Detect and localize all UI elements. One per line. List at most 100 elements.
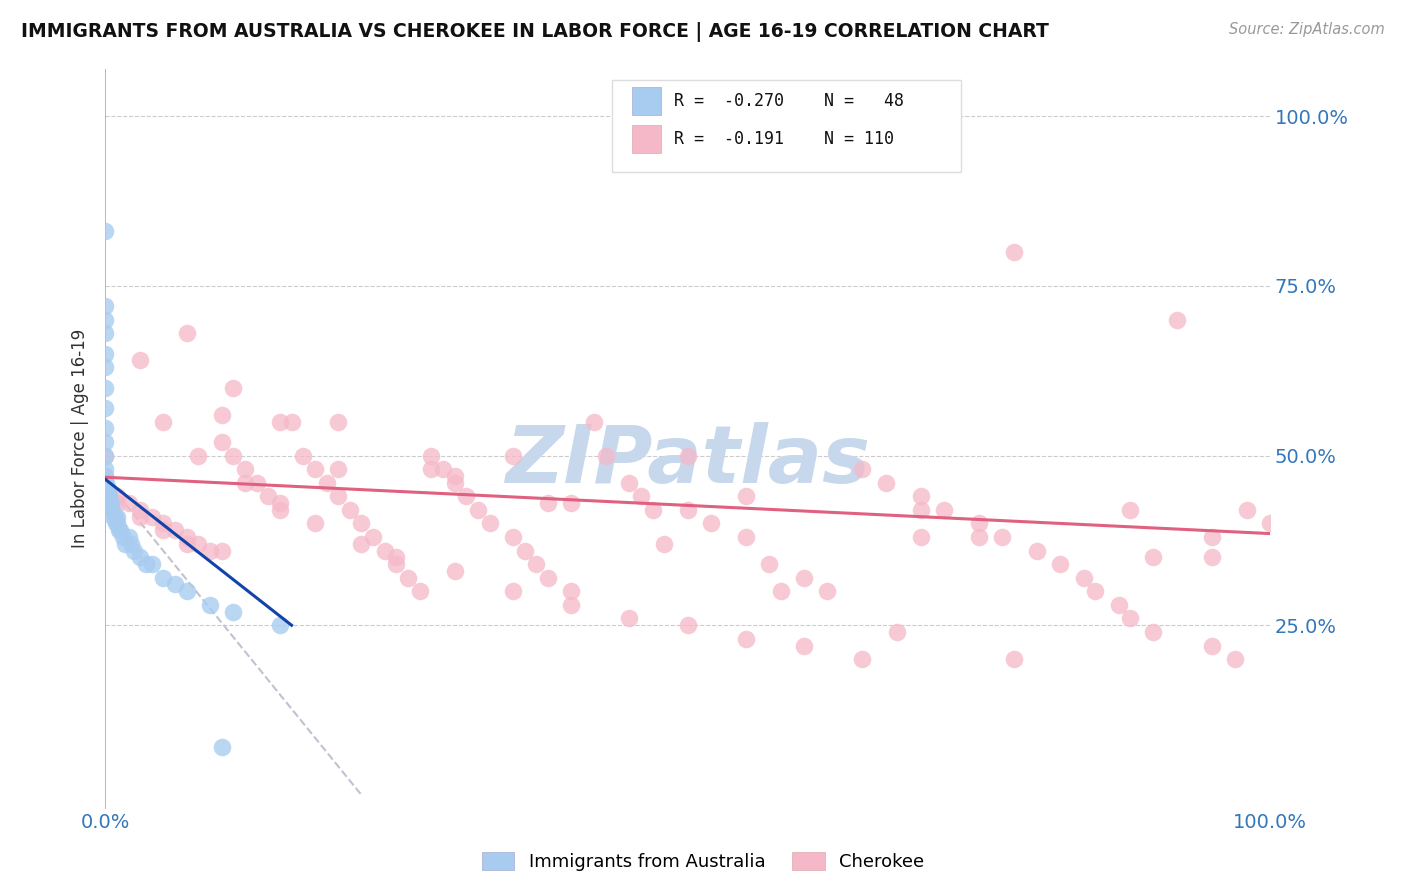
Point (502, 449, 524, 463)
Point (269, 503, 291, 517)
Point (1201, 550, 1223, 565)
Point (187, 537, 209, 551)
Point (910, 489, 932, 503)
Point (117, 496, 139, 510)
Point (103, 509, 125, 524)
Point (96, 483, 118, 497)
Point (129, 550, 152, 565)
Point (94, 475, 117, 490)
FancyBboxPatch shape (612, 79, 962, 172)
Point (443, 468, 465, 483)
Point (120, 537, 142, 551)
Point (769, 584, 792, 599)
Point (967, 530, 990, 544)
Point (619, 475, 641, 490)
Point (129, 509, 152, 524)
Point (619, 611, 641, 625)
Point (269, 496, 291, 510)
Point (676, 503, 699, 517)
Point (1073, 571, 1095, 585)
Point (315, 475, 337, 490)
Point (176, 537, 198, 551)
Point (103, 509, 125, 524)
Point (537, 496, 560, 510)
Point (108, 523, 131, 537)
Point (1049, 557, 1071, 571)
Point (734, 632, 756, 646)
Point (269, 618, 291, 632)
Point (350, 537, 373, 551)
Point (176, 584, 198, 599)
Point (222, 381, 245, 395)
Point (233, 475, 256, 490)
Point (420, 462, 443, 476)
Point (1002, 652, 1025, 666)
Point (104, 516, 127, 531)
FancyBboxPatch shape (631, 125, 661, 153)
Point (1142, 550, 1164, 565)
Point (1119, 611, 1142, 625)
Point (94, 449, 117, 463)
Point (94, 434, 117, 449)
Point (198, 598, 221, 612)
Point (257, 489, 280, 503)
Point (269, 415, 291, 429)
Point (734, 489, 756, 503)
Point (1201, 639, 1223, 653)
Point (304, 516, 326, 531)
Point (101, 503, 124, 517)
Point (94, 360, 117, 375)
Point (560, 598, 582, 612)
Point (98, 503, 121, 517)
Point (339, 503, 361, 517)
Point (875, 475, 897, 490)
Point (129, 353, 152, 368)
Point (409, 584, 432, 599)
Point (110, 523, 132, 537)
Point (734, 530, 756, 544)
Point (97, 496, 120, 510)
Point (211, 543, 233, 558)
Point (361, 530, 384, 544)
Point (97, 489, 120, 503)
Point (524, 557, 547, 571)
Point (246, 475, 269, 490)
Point (1223, 652, 1246, 666)
Point (141, 509, 163, 524)
Point (152, 415, 174, 429)
Point (1084, 584, 1107, 599)
Point (114, 537, 136, 551)
Point (478, 516, 501, 531)
Point (641, 503, 664, 517)
Point (652, 537, 675, 551)
Point (198, 543, 221, 558)
Point (967, 516, 990, 531)
Point (105, 489, 128, 503)
Point (152, 516, 174, 531)
Point (1026, 543, 1049, 558)
Point (328, 489, 350, 503)
Point (165, 523, 187, 537)
Point (537, 571, 560, 585)
Point (793, 639, 815, 653)
Point (630, 489, 652, 503)
Point (233, 462, 256, 476)
Point (1201, 530, 1223, 544)
Point (94, 312, 117, 326)
Point (94, 421, 117, 435)
Text: IMMIGRANTS FROM AUSTRALIA VS CHEROKEE IN LABOR FORCE | AGE 16-19 CORRELATION CHA: IMMIGRANTS FROM AUSTRALIA VS CHEROKEE IN… (21, 22, 1049, 42)
Point (141, 557, 163, 571)
Point (432, 462, 454, 476)
Point (1108, 598, 1130, 612)
Point (111, 530, 134, 544)
Point (94, 462, 117, 476)
Point (152, 523, 174, 537)
Point (94, 468, 117, 483)
Text: Source: ZipAtlas.com: Source: ZipAtlas.com (1229, 22, 1385, 37)
Point (502, 530, 524, 544)
Point (374, 543, 396, 558)
Point (105, 516, 128, 531)
Point (910, 503, 932, 517)
Point (129, 503, 152, 517)
Point (886, 625, 908, 640)
